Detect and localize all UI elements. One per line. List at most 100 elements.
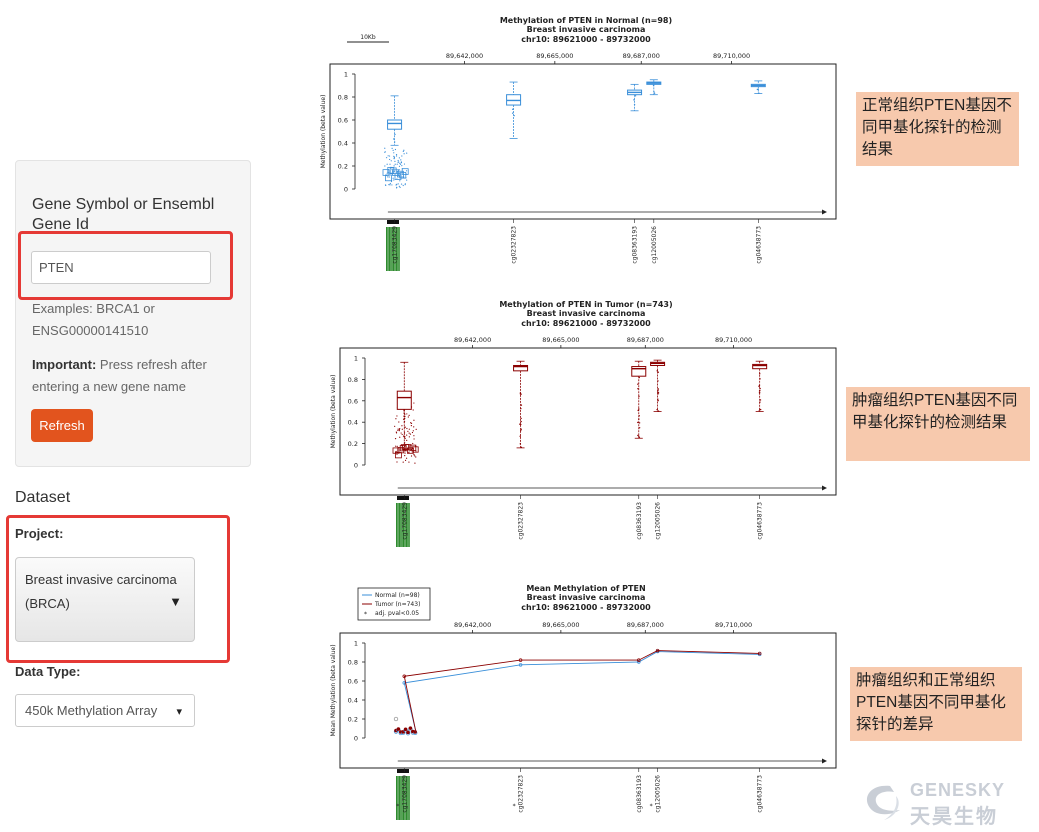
outlier-point xyxy=(407,416,409,418)
important-rest: Press refresh after xyxy=(96,357,207,372)
gene-highlight-box xyxy=(18,231,233,300)
outlier-point xyxy=(403,149,405,151)
probe-cluster-label-green xyxy=(405,776,407,820)
probe-label: cg17083429 xyxy=(401,502,408,540)
outlier-point xyxy=(638,427,641,429)
probe-cluster-label-green xyxy=(398,227,400,271)
outlier-point xyxy=(392,149,394,151)
dropdown-caret-icon: ▼ xyxy=(169,594,182,609)
y-tick-label: 0.4 xyxy=(338,140,348,148)
outlier-point xyxy=(415,445,417,447)
chart-region: chr10: 89621000 - 89732000 xyxy=(521,603,651,612)
outlier-point xyxy=(384,147,386,149)
outlier-point xyxy=(758,390,761,392)
outlier-point xyxy=(394,425,396,427)
chart-subtitle: Breast invasive carcinoma xyxy=(527,309,646,318)
probe-cluster-label-green xyxy=(407,776,409,820)
data-point xyxy=(396,727,401,731)
probe-cluster-label-green xyxy=(400,776,402,820)
outlier-point xyxy=(402,461,404,463)
y-tick-label: 0.8 xyxy=(338,94,348,102)
examples-line-2: ENSG00000141510 xyxy=(32,323,149,338)
outlier-point xyxy=(393,141,396,143)
probe-cluster-label-green xyxy=(387,227,389,271)
y-tick-label: 0.4 xyxy=(348,419,358,427)
outlier-point xyxy=(412,409,414,411)
outlier-point xyxy=(389,182,391,185)
outlier-point xyxy=(399,436,401,438)
data-point xyxy=(518,658,523,662)
outlier-point xyxy=(657,380,659,382)
outlier-point xyxy=(413,454,415,456)
outlier-point xyxy=(520,429,522,432)
outlier-point xyxy=(638,376,640,379)
outlier-point xyxy=(406,427,408,430)
outlier-point xyxy=(519,435,521,437)
outlier-point xyxy=(398,161,400,163)
probe-label: cg08363193 xyxy=(636,502,643,540)
outlier-point xyxy=(393,165,395,167)
project-select[interactable]: Breast invasive carcinoma (BRCA) ▼ xyxy=(15,557,195,642)
data-point xyxy=(655,648,660,653)
outlier-point xyxy=(411,431,414,434)
outlier-point xyxy=(638,395,640,398)
outlier-point xyxy=(656,408,658,411)
outlier-point xyxy=(388,155,391,157)
outlier-point xyxy=(404,452,406,454)
outlier-point xyxy=(400,162,403,164)
outlier-point xyxy=(404,413,406,415)
datatype-select[interactable]: 450k Methylation Array ▾ xyxy=(15,694,195,727)
probe-label: cg08363193 xyxy=(632,226,639,264)
outlier-point xyxy=(520,404,523,406)
outlier-point xyxy=(408,461,410,463)
gene-symbol-input[interactable] xyxy=(31,251,211,284)
outlier-point xyxy=(393,170,396,172)
outlier-point xyxy=(404,448,406,450)
outlier-point xyxy=(637,409,639,412)
outlier-point xyxy=(406,413,408,415)
outlier-point xyxy=(402,435,405,437)
cluster-box xyxy=(392,169,399,176)
outlier-point xyxy=(385,157,388,159)
outlier-point xyxy=(397,429,399,431)
outlier-point xyxy=(412,430,414,432)
outlier-point xyxy=(402,150,404,152)
outlier-point xyxy=(407,430,409,432)
significance-marker: * xyxy=(513,803,516,810)
probe-label: cg08363193 xyxy=(636,775,643,813)
outlier-point xyxy=(519,392,522,394)
outlier-point xyxy=(391,147,393,149)
outlier-point xyxy=(520,417,522,420)
cluster-box xyxy=(394,173,402,180)
outlier-point xyxy=(389,158,391,161)
probe-label: cg04638773 xyxy=(755,226,762,264)
probe-label: cg04638773 xyxy=(757,775,764,813)
y-tick-label: 0.2 xyxy=(338,163,348,171)
outlier-point xyxy=(393,155,395,157)
outlier-point xyxy=(390,160,392,162)
outlier-point xyxy=(388,171,390,173)
outlier-point xyxy=(657,389,659,391)
outlier-point xyxy=(511,112,514,114)
examples-text: Examples: BRCA1 or ENSG00000141510 xyxy=(32,298,155,342)
chart-subtitle: Breast invasive carcinoma xyxy=(527,25,646,34)
cluster-marker xyxy=(397,496,409,500)
box-iqr xyxy=(513,364,529,372)
outlier-point xyxy=(396,445,398,448)
outlier-point xyxy=(387,155,389,157)
outlier-point xyxy=(637,434,639,437)
outlier-point xyxy=(413,426,415,428)
genomic-tick-label: 89,642,000 xyxy=(454,621,491,629)
chart-subtitle: Breast invasive carcinoma xyxy=(527,593,646,602)
project-highlight-box xyxy=(6,515,230,663)
cluster-box xyxy=(385,174,392,182)
outlier-point xyxy=(413,419,415,421)
outlier-point xyxy=(403,412,405,414)
outlier-point xyxy=(401,425,403,427)
outlier-point xyxy=(405,170,408,172)
series-line xyxy=(403,651,760,733)
outlier-point xyxy=(399,427,401,430)
brand-name-cn: 天昊生物 xyxy=(910,806,998,828)
refresh-button[interactable]: Refresh xyxy=(31,409,93,442)
outlier-point xyxy=(396,178,398,180)
